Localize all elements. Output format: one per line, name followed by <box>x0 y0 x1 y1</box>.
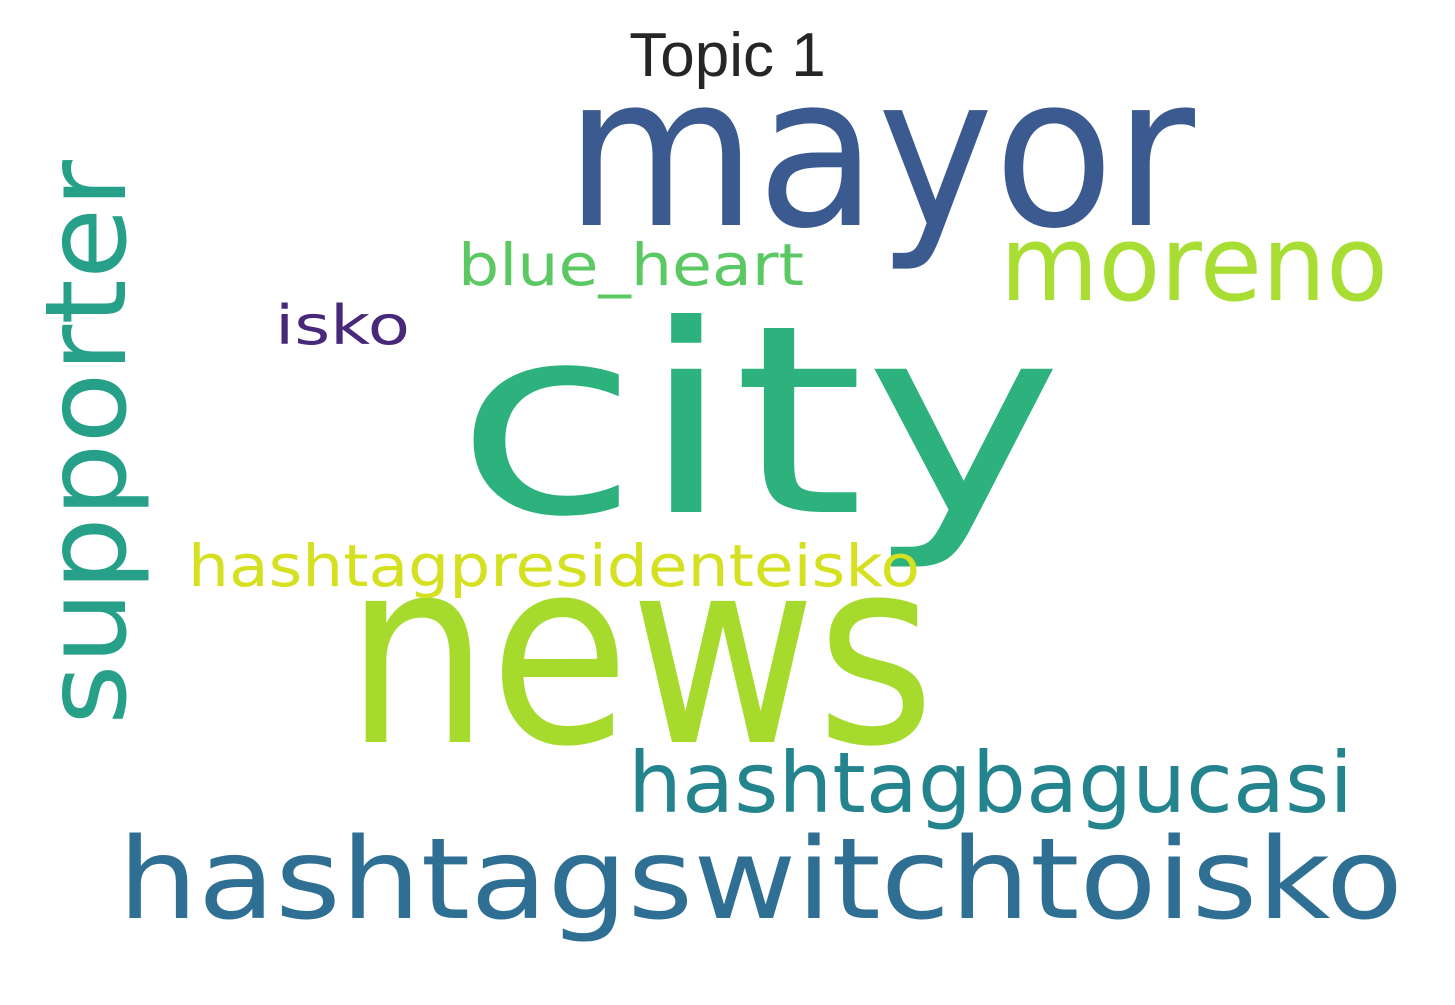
word-isko: isko <box>275 294 410 357</box>
word-news: news <box>345 503 935 803</box>
word-city: city <box>455 269 1063 574</box>
word-blue-heart: blue_heart <box>458 231 804 299</box>
word-moreno: moreno <box>1000 203 1388 325</box>
word-hashtagswitchtoisko: hashtagswitchtoisko <box>118 815 1403 945</box>
word-hashtagbagucasi: hashtagbagucasi <box>628 734 1353 832</box>
figure-title: Topic 1 <box>629 21 826 90</box>
word-mayor: mayor <box>565 30 1196 275</box>
word-hashtagpresidenteisko: hashtagpresidenteisko <box>188 532 920 600</box>
word-supporter: supporter <box>22 159 152 725</box>
